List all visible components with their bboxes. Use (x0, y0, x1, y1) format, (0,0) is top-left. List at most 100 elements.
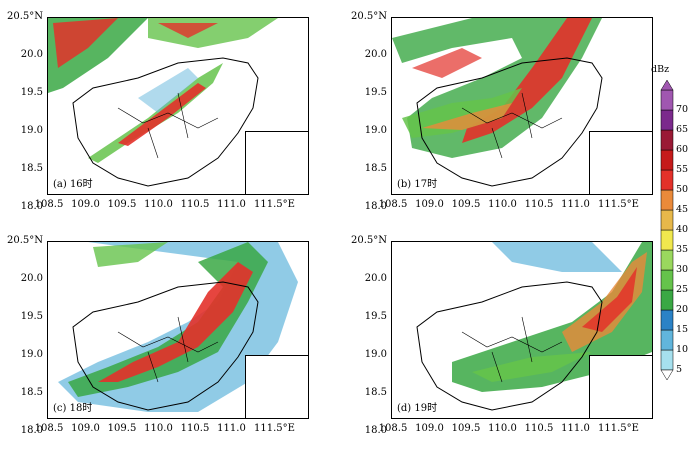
y-tick-label: 20.5°N (6, 235, 43, 246)
colorbar-segment (660, 109, 674, 131)
colorbar-segment (660, 89, 674, 111)
x-tick-label: 111.0 (217, 199, 246, 210)
x-tick-label: 111.0 (217, 423, 246, 434)
colorbar-segment (660, 229, 674, 251)
x-tick-label: 108.5 (34, 423, 64, 434)
y-tick-label: 18.0 (364, 201, 387, 212)
hainan-coastline-d (416, 281, 603, 411)
colorbar-level-label: 45 (676, 204, 689, 215)
colorbar-segment (660, 209, 674, 231)
y-tick-label: 19.5 (364, 87, 387, 98)
x-tick-label: 110.0 (144, 423, 173, 434)
x-tick-label: 109.5 (107, 423, 137, 434)
colorbar-level-label: 15 (676, 324, 689, 335)
x-tick-label: 109.0 (415, 423, 444, 434)
colorbar-segment (660, 129, 674, 151)
radar-map-d (416, 242, 652, 411)
colorbar-level-label: 10 (676, 344, 689, 355)
echo-field-d (452, 242, 652, 392)
x-tick-label: 110.0 (488, 423, 517, 434)
colorbar-level-label: 60 (676, 144, 689, 155)
x-tick-label: 109.0 (71, 423, 100, 434)
x-tick-label: 110.5 (524, 423, 554, 434)
inset-map-b (589, 131, 652, 194)
x-tick-label: 110.5 (524, 199, 554, 210)
colorbar-level-label: 50 (676, 184, 689, 195)
colorbar-level-label: 30 (676, 264, 689, 275)
radar-map-c (58, 242, 298, 412)
panel-d: (d) 19时 (391, 241, 653, 419)
x-tick-label: 109.0 (71, 199, 100, 210)
x-tick-label: 108.5 (34, 199, 64, 210)
panel-label-d: (d) 19时 (397, 403, 438, 414)
inset-map-c (245, 355, 308, 418)
colorbar-level-label: 35 (676, 244, 689, 255)
x-tick-label: 111.5°E (254, 199, 295, 210)
x-tick-label: 111.0 (561, 199, 590, 210)
y-tick-label: 18.0 (364, 425, 387, 436)
colorbar-unit: dBz (651, 64, 670, 75)
colorbar-segment (660, 249, 674, 271)
y-tick-label: 20.0 (20, 49, 43, 60)
x-tick-label: 111.0 (561, 423, 590, 434)
y-tick-label: 20.0 (20, 273, 43, 284)
panel-a: (a) 16时 (47, 17, 309, 195)
y-tick-label: 20.5°N (6, 11, 43, 22)
panel-label-a: (a) 16时 (53, 179, 93, 190)
y-tick-label: 19.0 (20, 125, 43, 136)
y-tick-label: 18.5 (20, 163, 43, 174)
panel-b: (b) 17时 (391, 17, 653, 195)
x-tick-label: 110.0 (144, 199, 173, 210)
colorbar-extend-bottom (660, 369, 674, 380)
y-tick-label: 20.0 (364, 49, 387, 60)
colorbar-segment (660, 289, 674, 311)
x-tick-label: 110.5 (180, 199, 210, 210)
y-tick-label: 18.0 (20, 425, 43, 436)
y-tick-label: 18.5 (364, 163, 387, 174)
x-tick-label: 108.5 (378, 423, 408, 434)
y-tick-label: 19.5 (20, 87, 43, 98)
echo-field-b (392, 18, 602, 158)
colorbar-segment (660, 169, 674, 191)
colorbar-level-label: 20 (676, 304, 689, 315)
colorbar-segment (660, 149, 674, 171)
y-tick-label: 19.0 (364, 349, 387, 360)
colorbar-segment (660, 329, 674, 351)
colorbar-segment (660, 269, 674, 291)
x-tick-label: 108.5 (378, 199, 408, 210)
y-tick-label: 20.5°N (350, 235, 387, 246)
y-tick-label: 18.0 (20, 201, 43, 212)
echo-field-a (48, 18, 278, 163)
y-tick-label: 19.5 (364, 311, 387, 322)
hainan-coastline-b (416, 57, 603, 187)
radar-map-b (392, 18, 603, 187)
x-tick-label: 109.5 (451, 423, 481, 434)
y-tick-label: 18.5 (20, 387, 43, 398)
colorbar-level-label: 55 (676, 164, 689, 175)
inset-map-d (589, 355, 652, 418)
colorbar-level-label: 40 (676, 224, 689, 235)
y-tick-label: 18.5 (364, 387, 387, 398)
y-tick-label: 19.0 (364, 125, 387, 136)
colorbar-level-label: 70 (676, 104, 689, 115)
colorbar-segment (660, 189, 674, 211)
colorbar-level-label: 25 (676, 284, 689, 295)
panel-c: (c) 18时 (47, 241, 309, 419)
colorbar (660, 80, 674, 380)
x-tick-label: 109.5 (107, 199, 137, 210)
panel-label-c: (c) 18时 (53, 403, 93, 414)
colorbar-level-label: 5 (676, 364, 683, 375)
x-tick-label: 110.5 (180, 423, 210, 434)
y-tick-label: 19.0 (20, 349, 43, 360)
x-tick-label: 109.5 (451, 199, 481, 210)
x-tick-label: 111.5°E (598, 199, 639, 210)
x-tick-label: 111.5°E (254, 423, 295, 434)
hainan-coastline-c (72, 281, 259, 411)
colorbar-segment (660, 309, 674, 331)
x-tick-label: 109.0 (415, 199, 444, 210)
x-tick-label: 110.0 (488, 199, 517, 210)
colorbar-extend-top (660, 80, 674, 91)
y-tick-label: 20.5°N (350, 11, 387, 22)
y-tick-label: 19.5 (20, 311, 43, 322)
hainan-coastline-a (72, 57, 259, 187)
